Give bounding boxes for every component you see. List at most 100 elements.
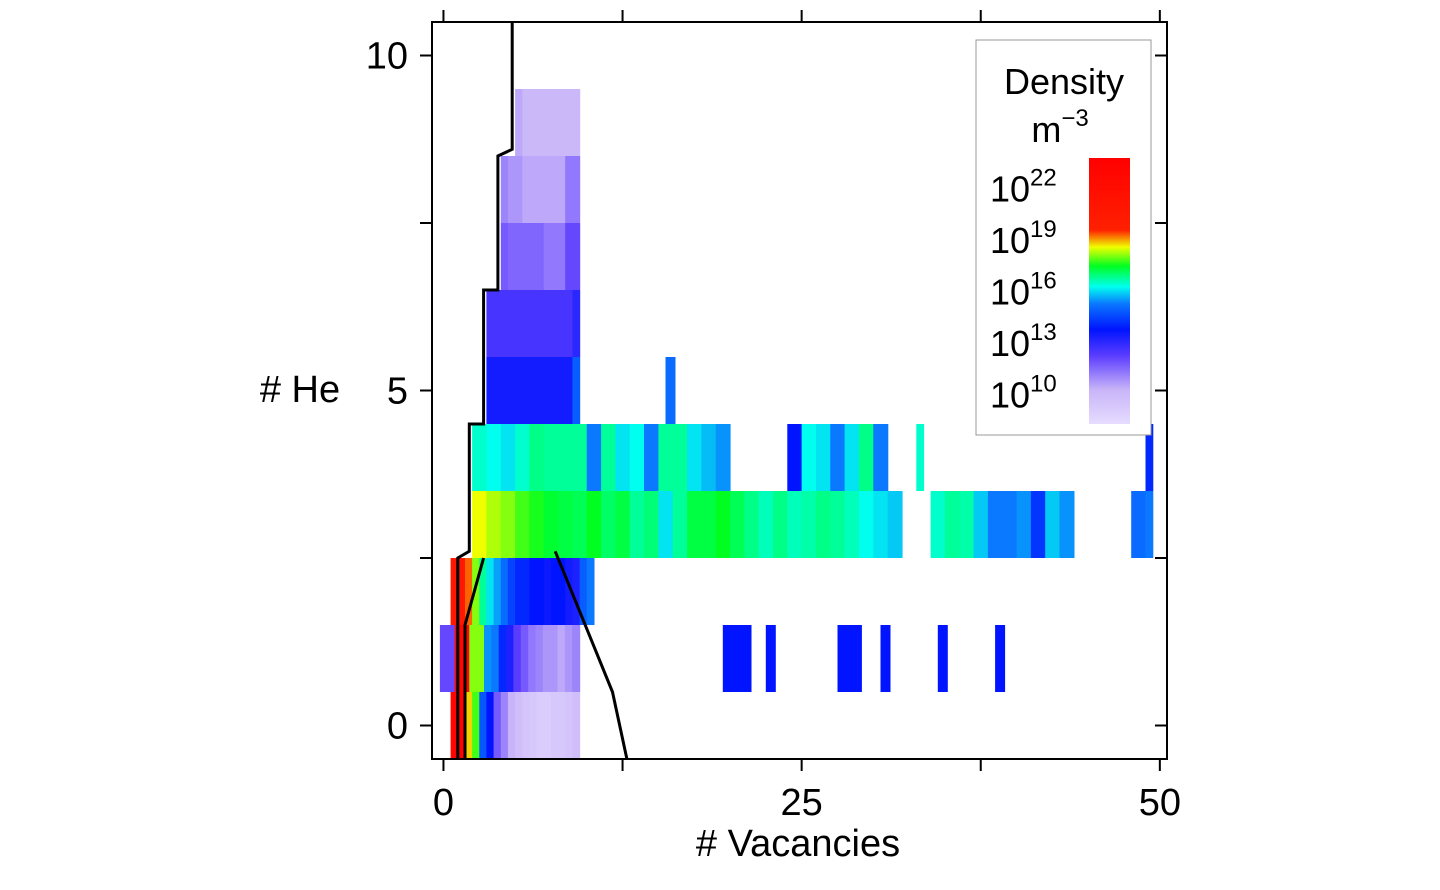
heatmap-cell: [550, 692, 559, 759]
heatmap-cell: [622, 424, 631, 491]
heatmap-cell: [515, 357, 523, 424]
heatmap-cell: [694, 424, 702, 491]
boundary-lines: [456, 22, 629, 759]
heatmap-cell: [536, 491, 545, 558]
heatmap-cell: [980, 491, 989, 558]
heatmap-cell: [1045, 491, 1053, 558]
heatmap-cell: [565, 156, 573, 223]
heatmap-cell: [550, 357, 559, 424]
heatmap-cell: [715, 491, 724, 558]
heatmap-cell: [722, 424, 731, 491]
heatmap-cell: [507, 290, 516, 357]
heatmap-cell: [944, 491, 953, 558]
heatmap-cell: [844, 491, 853, 558]
heatmap-cell: [457, 558, 466, 625]
heatmap-cell: [457, 692, 466, 759]
heatmap-cell: [543, 491, 552, 558]
heatmap-cell: [973, 491, 982, 558]
colorbar-tick-base: 10: [990, 220, 1030, 261]
right-boundary-line: [553, 550, 629, 759]
heatmap-cell: [465, 558, 473, 625]
heatmap-cell: [522, 156, 531, 223]
heatmap-cell: [543, 156, 552, 223]
heatmap-cell: [484, 625, 492, 692]
colorbar-tick-label: 1016: [990, 268, 1057, 313]
lower-boundary-line: [463, 557, 486, 759]
heatmap-cell: [579, 558, 588, 625]
heatmap-cell: [493, 692, 502, 759]
heatmap-cell: [507, 156, 516, 223]
x-tick-label: 25: [781, 782, 823, 824]
heatmap-cell: [550, 558, 559, 625]
heatmap-cell: [572, 156, 581, 223]
heatmap-cell: [816, 491, 824, 558]
heatmap-cell: [601, 424, 609, 491]
x-axis-label: # Vacancies: [696, 823, 900, 865]
heatmap-cell: [500, 290, 509, 357]
heatmap-cell: [543, 424, 552, 491]
heatmap-cell: [500, 491, 509, 558]
heatmap-cell: [522, 692, 531, 759]
heatmap-cell: [851, 491, 860, 558]
heatmap-cell: [558, 290, 566, 357]
heatmap-cell: [658, 491, 667, 558]
heatmap-cell: [572, 558, 581, 625]
colorbar-tick-exponent: 13: [1030, 319, 1057, 346]
heatmap-cell: [866, 424, 874, 491]
heatmap-cell: [937, 625, 948, 692]
heatmap-cell: [737, 491, 745, 558]
heatmap-cell: [880, 424, 889, 491]
heatmap-cell: [694, 491, 702, 558]
heatmap-cell: [565, 692, 573, 759]
heatmap-cells: [439, 89, 1154, 759]
heatmap-cell: [491, 625, 500, 692]
heatmap-cell: [500, 223, 509, 290]
heatmap-cell: [1145, 424, 1154, 491]
heatmap-cell: [765, 625, 776, 692]
heatmap-cell: [529, 491, 538, 558]
heatmap-cell: [500, 357, 509, 424]
heatmap-cell: [493, 424, 502, 491]
stability-boundary-line: [456, 22, 514, 759]
colorbar-unit-exponent: −3: [1061, 105, 1088, 132]
heatmap-cell: [873, 491, 882, 558]
heatmap-cell: [536, 290, 545, 357]
heatmap-cell: [579, 424, 588, 491]
heatmap-cell: [479, 558, 488, 625]
colorbar-tick-label: 1013: [990, 319, 1057, 364]
heatmap-cell: [730, 491, 738, 558]
axis-ticks: 0 25 50 0 5 10: [366, 10, 1181, 824]
heatmap-cell: [880, 625, 891, 692]
heatmap-cell: [844, 424, 853, 491]
heatmap-cell: [952, 491, 960, 558]
heatmap-cell: [507, 357, 516, 424]
heatmap-cell: [565, 89, 573, 156]
heatmap-cell: [701, 424, 710, 491]
heatmap-cell: [787, 424, 796, 491]
heatmap-cell: [558, 89, 566, 156]
heatmap-cell: [801, 424, 810, 491]
heatmap-cell: [636, 424, 645, 491]
heatmap-cell: [529, 692, 538, 759]
heatmap-cell: [472, 692, 480, 759]
heatmap-cell: [837, 491, 846, 558]
heatmap-cell: [543, 290, 552, 357]
heatmap-cell: [593, 491, 602, 558]
heatmap-cell: [550, 424, 559, 491]
heatmap-cell: [644, 491, 652, 558]
heatmap-cell: [558, 156, 566, 223]
heatmap-cell: [565, 357, 573, 424]
heatmap-cell: [493, 290, 502, 357]
colorbar-tick-base: 10: [990, 323, 1030, 364]
heatmap-cell: [572, 357, 581, 424]
heatmap-cell: [558, 424, 566, 491]
heatmap-cell: [558, 223, 566, 290]
heatmap-cell: [486, 491, 495, 558]
heatmap-cell: [493, 357, 502, 424]
heatmap-cell: [536, 89, 545, 156]
heatmap-cell: [550, 290, 559, 357]
heatmap-cell: [665, 491, 674, 558]
heatmap-cell: [744, 491, 753, 558]
heatmap-cell: [479, 491, 488, 558]
